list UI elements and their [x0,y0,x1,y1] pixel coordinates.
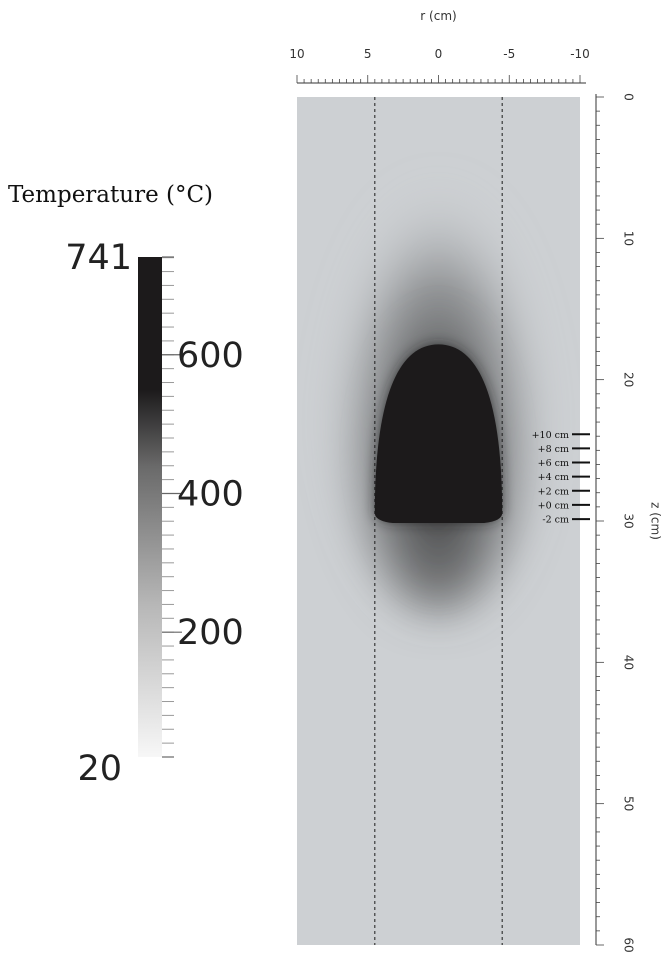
colorbar: 741 600 400 200 20 [65,238,244,789]
r-axis-tick-label: 10 [289,47,304,61]
annotation-label: +2 cm [538,486,569,497]
r-axis-label: r (cm) [420,9,456,23]
z-axis-tick-label: 0 [622,93,636,101]
z-axis-tick-label: 50 [622,796,636,811]
colorbar-tick-label: 741 [65,238,132,278]
z-axis-tick-label: 30 [622,513,636,528]
annotation-label: -2 cm [542,515,569,526]
annotation-label: +0 cm [538,500,569,511]
z-axis-tick-label: 20 [622,372,636,387]
z-axis: 0 10 20 30 40 50 60 z (cm) [595,93,663,953]
colorbar-title: Temperature (°C) [8,182,214,208]
colorbar-tick-label: 200 [177,613,244,653]
r-axis: 10 5 0 -5 -10 r (cm) [289,9,590,84]
field [297,97,580,945]
hot-core [374,344,503,523]
colorbar-tick-label: 20 [77,749,122,789]
annotation-label: +6 cm [538,458,569,469]
r-axis-tick-label: 5 [364,47,372,61]
z-axis-label: z (cm) [649,502,663,540]
annotation-label: +8 cm [538,444,569,455]
z-axis-tick-label: 60 [622,937,636,952]
colorbar-gradient [138,257,162,757]
annotation-label: +4 cm [538,472,569,483]
z-axis-tick-label: 40 [622,655,636,670]
annotation-label: +10 cm [532,430,569,441]
z-axis-tick-label: 10 [622,231,636,246]
r-axis-tick-label: -5 [503,47,515,61]
r-axis-tick-label: 0 [435,47,443,61]
r-axis-tick-label: -10 [570,47,590,61]
colorbar-tick-label: 400 [177,474,244,514]
colorbar-tick-label: 600 [177,336,244,376]
plot-area [297,97,580,945]
position-annotations: +10 cm +8 cm +6 cm +4 cm +2 cm +0 cm -2 cm [532,430,590,526]
